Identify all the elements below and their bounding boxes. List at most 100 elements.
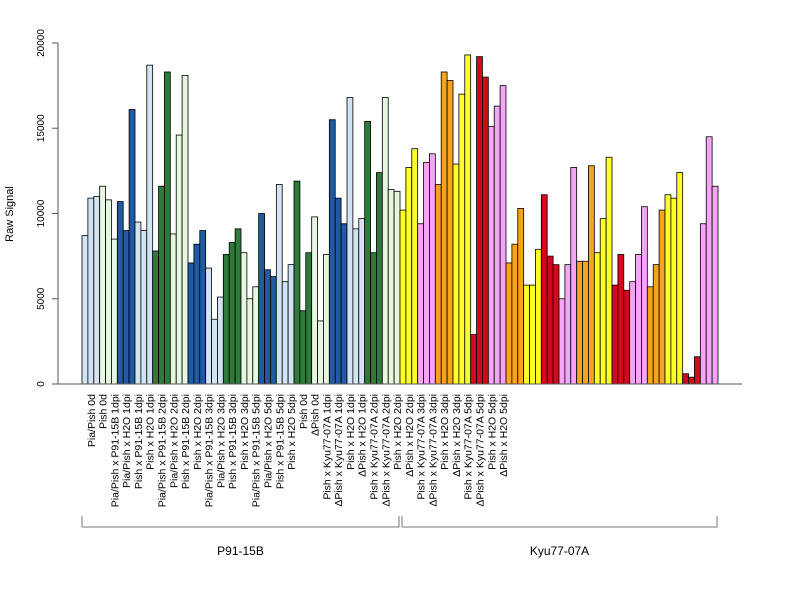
group-label: P91-15B: [217, 544, 264, 558]
bar: [493, 105, 501, 385]
bar: [352, 228, 360, 385]
bar: [217, 296, 224, 385]
bar: [199, 230, 207, 385]
bar: [646, 286, 654, 385]
category-label: ΔPish x H2O 1dpi: [357, 394, 369, 477]
bar: [434, 184, 442, 385]
bar: [511, 243, 519, 385]
bar: [222, 254, 230, 385]
bar: [234, 228, 242, 385]
bar: [652, 264, 660, 385]
category-label: Pia/Pish x P91-15B 1dpi: [109, 394, 121, 507]
category-label: Pia/Pish x P91-15B 3dpi: [204, 394, 216, 507]
bar: [158, 185, 165, 385]
bar: [175, 134, 183, 385]
bar: [505, 262, 513, 385]
group-label: Kyu77-07A: [530, 544, 589, 558]
bar: [252, 286, 260, 385]
bar: [340, 223, 348, 385]
bar: [258, 213, 265, 385]
category-label: ΔPish x H2O 3dpi: [451, 394, 463, 477]
bar: [211, 318, 218, 385]
category-label: Pish x P91-15B 1dpi: [133, 394, 145, 489]
bar: [376, 172, 383, 385]
bar: [305, 252, 313, 385]
category-label: Pia/Pish x H2O 5dpi: [263, 394, 275, 488]
bar: [358, 218, 366, 385]
bar: [323, 254, 330, 385]
bar: [452, 163, 460, 385]
bar: [523, 284, 530, 385]
category-label: Pia/Pish x P91-15B 5dpi: [251, 394, 263, 507]
category-label: ΔPish x Kyu77-07A 3dpi: [427, 394, 439, 507]
bar: [458, 93, 466, 385]
bar: [676, 172, 684, 385]
bar: [629, 281, 636, 385]
bar: [711, 185, 719, 385]
bar: [429, 153, 436, 385]
category-label: Pish x H2O 2dpi: [192, 394, 204, 470]
bar: [405, 167, 413, 385]
bar: [169, 233, 177, 385]
category-label: Pish x H2O 3dpi: [439, 394, 451, 470]
bar: [146, 64, 154, 385]
bar: [393, 190, 401, 385]
category-label: ΔPish x H2O 2dpi: [404, 394, 416, 477]
bar: [641, 206, 648, 385]
category-label: Pish x Kyu77-07A 3dpi: [416, 394, 428, 500]
bar: [122, 230, 130, 385]
bar: [111, 238, 118, 385]
bar: [564, 264, 572, 385]
category-label: Pish x Kyu77-07A 1dpi: [321, 394, 333, 500]
category-label: Pish x H2O 1dpi: [145, 394, 157, 470]
group-bracket: [401, 516, 718, 528]
category-label: ΔPish x H2O 5dpi: [498, 394, 510, 477]
y-tick-label: 0: [36, 381, 47, 387]
category-label: Pish x Kyu77-07A 5dpi: [463, 394, 475, 500]
bar: [317, 320, 324, 385]
category-label: Pish 0d: [298, 394, 310, 429]
category-label: Pia/Pish x H2O 1dpi: [121, 394, 133, 488]
bar: [694, 356, 701, 385]
category-label: Pish 0d: [98, 394, 110, 429]
bar: [328, 119, 336, 385]
bar: [482, 76, 489, 385]
bar: [181, 74, 189, 385]
category-label: Pish x H2O 2dpi: [392, 394, 404, 470]
bar: [423, 161, 430, 385]
bar: [364, 121, 371, 385]
category-label: Pia/Pish x P91-15B 2dpi: [157, 394, 169, 507]
bar: [593, 252, 601, 385]
bar: [187, 262, 195, 385]
bar: [275, 184, 283, 385]
bar: [105, 199, 112, 385]
bar: [576, 260, 583, 385]
bar: [99, 185, 106, 385]
group-bracket: [81, 516, 400, 528]
bar: [93, 196, 101, 385]
bar: [346, 97, 354, 385]
bar: [582, 260, 589, 385]
bar: [699, 223, 707, 385]
bar: [670, 197, 678, 385]
bar: [558, 298, 566, 385]
bar: [334, 197, 342, 385]
category-label: ΔPish x Kyu77-07A 5dpi: [475, 394, 487, 507]
bar: [529, 284, 536, 385]
bar: [464, 54, 472, 385]
bar: [705, 136, 713, 385]
bar: [552, 264, 560, 385]
bar: [116, 201, 124, 385]
bar: [240, 252, 248, 385]
bar: [517, 207, 525, 385]
bar: [546, 255, 554, 385]
bar: [264, 269, 271, 385]
y-tick-label: 10000: [36, 199, 47, 227]
bar: [281, 281, 289, 385]
bar: [311, 216, 318, 385]
category-label: Pish x Kyu77-07A 2dpi: [369, 394, 381, 500]
bar: [540, 194, 548, 385]
bar: [617, 254, 625, 385]
category-label: Pish x H2O 3dpi: [239, 394, 251, 470]
